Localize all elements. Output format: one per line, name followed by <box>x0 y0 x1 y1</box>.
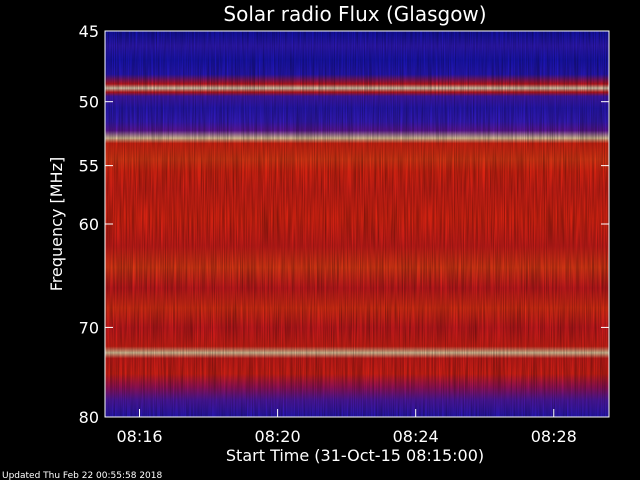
x-tick-label: 08:28 <box>531 427 577 446</box>
updated-timestamp: Updated Thu Feb 22 00:55:58 2018 <box>2 471 163 480</box>
x-tick-label: 08:20 <box>255 427 301 446</box>
y-tick-label: 50 <box>79 93 99 112</box>
y-axis-label: Frequency [MHz] <box>47 157 66 291</box>
x-tick-label: 08:24 <box>393 427 439 446</box>
y-tick-label: 55 <box>79 157 99 176</box>
y-tick-label: 45 <box>79 22 99 41</box>
y-tick-label: 80 <box>79 408 99 427</box>
y-axis: 45 50 55 60 70 80 <box>79 22 609 427</box>
chart-title: Solar radio Flux (Glasgow) <box>223 2 486 26</box>
y-tick-label: 70 <box>79 318 99 337</box>
y-tick-label: 60 <box>79 215 99 234</box>
x-tick-label: 08:16 <box>116 427 162 446</box>
heatmap-texture <box>105 31 609 417</box>
x-axis-label: Start Time (31-Oct-15 08:15:00) <box>226 446 484 465</box>
x-axis: 08:16 08:20 08:24 08:28 <box>116 409 577 446</box>
plot-area <box>105 31 609 417</box>
